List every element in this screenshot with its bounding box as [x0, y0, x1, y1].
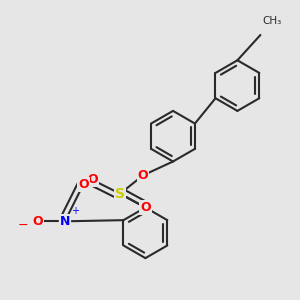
Text: O: O: [138, 169, 148, 182]
Text: O: O: [140, 201, 151, 214]
Text: N: N: [60, 215, 70, 228]
Text: O: O: [32, 215, 43, 228]
Text: −: −: [17, 219, 28, 232]
Text: O: O: [87, 173, 98, 186]
Text: CH₃: CH₃: [263, 16, 282, 26]
Text: O: O: [78, 178, 88, 191]
Text: +: +: [71, 206, 79, 216]
Text: S: S: [115, 187, 125, 201]
